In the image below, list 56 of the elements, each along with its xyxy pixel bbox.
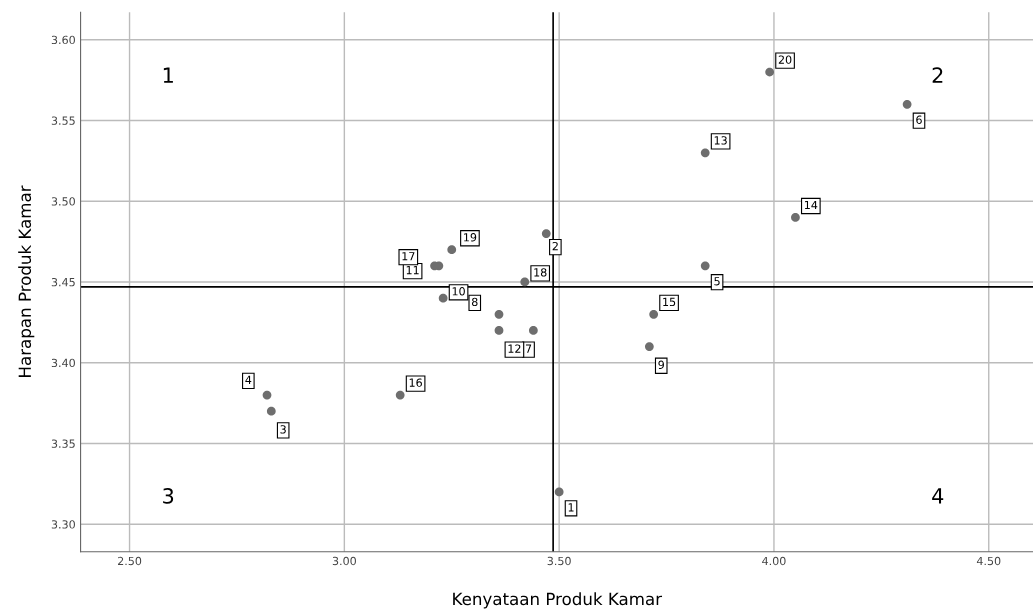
annotation: 4: [932, 488, 944, 504]
point: [791, 212, 800, 222]
annotation: 13: [714, 136, 727, 145]
x-tick-label: 4.50: [976, 556, 1001, 566]
annotation: 15: [663, 297, 676, 307]
point: [520, 277, 530, 287]
y-tick-label: 3.45: [51, 277, 75, 287]
y-tick-label: 3.30: [51, 520, 75, 529]
x-tick-label: 4.00: [762, 556, 786, 566]
point: [395, 390, 405, 400]
point: [644, 342, 654, 351]
y-tick-label: 3.40: [51, 358, 75, 368]
point: [765, 67, 775, 77]
point: [700, 148, 710, 158]
annotation: 17: [402, 252, 415, 261]
annotation: 1: [568, 503, 574, 512]
x-tick-label: 3.50: [547, 556, 571, 566]
point: [700, 261, 710, 271]
annotation: 14: [804, 200, 818, 210]
point: [554, 487, 564, 497]
point: [438, 293, 448, 303]
annotation: 2: [932, 67, 943, 83]
point: [649, 309, 659, 319]
annotation: 12: [508, 344, 521, 353]
annotation: 20: [778, 55, 792, 64]
annotation: 3: [163, 488, 174, 504]
x-axis-title: Kenyataan Produk Kamar: [453, 592, 663, 609]
y-tick-label: 3.50: [51, 197, 75, 206]
y-axis-title: Harapan Produk Kamar: [18, 185, 35, 377]
point: [447, 245, 457, 255]
annotation: 4: [245, 375, 252, 384]
point: [494, 326, 504, 335]
y-tick-label: 3.60: [51, 35, 75, 45]
y-tick-label: 3.35: [51, 439, 75, 448]
point: [541, 229, 551, 238]
annotation: 2: [552, 241, 558, 251]
annotation: 18: [534, 268, 547, 277]
point: [902, 99, 912, 109]
annotation: 8: [471, 297, 478, 307]
point: [266, 406, 276, 416]
annotation: 11: [406, 266, 419, 275]
y-tick-label: 3.55: [51, 116, 75, 125]
annotation: 19: [464, 233, 477, 242]
annotation: 16: [409, 378, 422, 387]
x-tick-label: 3.00: [332, 556, 356, 566]
annotation: 9: [658, 360, 664, 369]
point: [262, 390, 272, 400]
x-tick-label: 2.50: [117, 556, 142, 566]
annotation: 1: [163, 67, 173, 83]
point: [528, 326, 538, 335]
annotation: 5: [714, 277, 720, 286]
point: [494, 309, 504, 319]
annotation: 6: [916, 115, 922, 124]
annotation: 3: [280, 425, 286, 434]
annotation: 7: [525, 344, 532, 353]
annotation: 10: [452, 287, 465, 296]
